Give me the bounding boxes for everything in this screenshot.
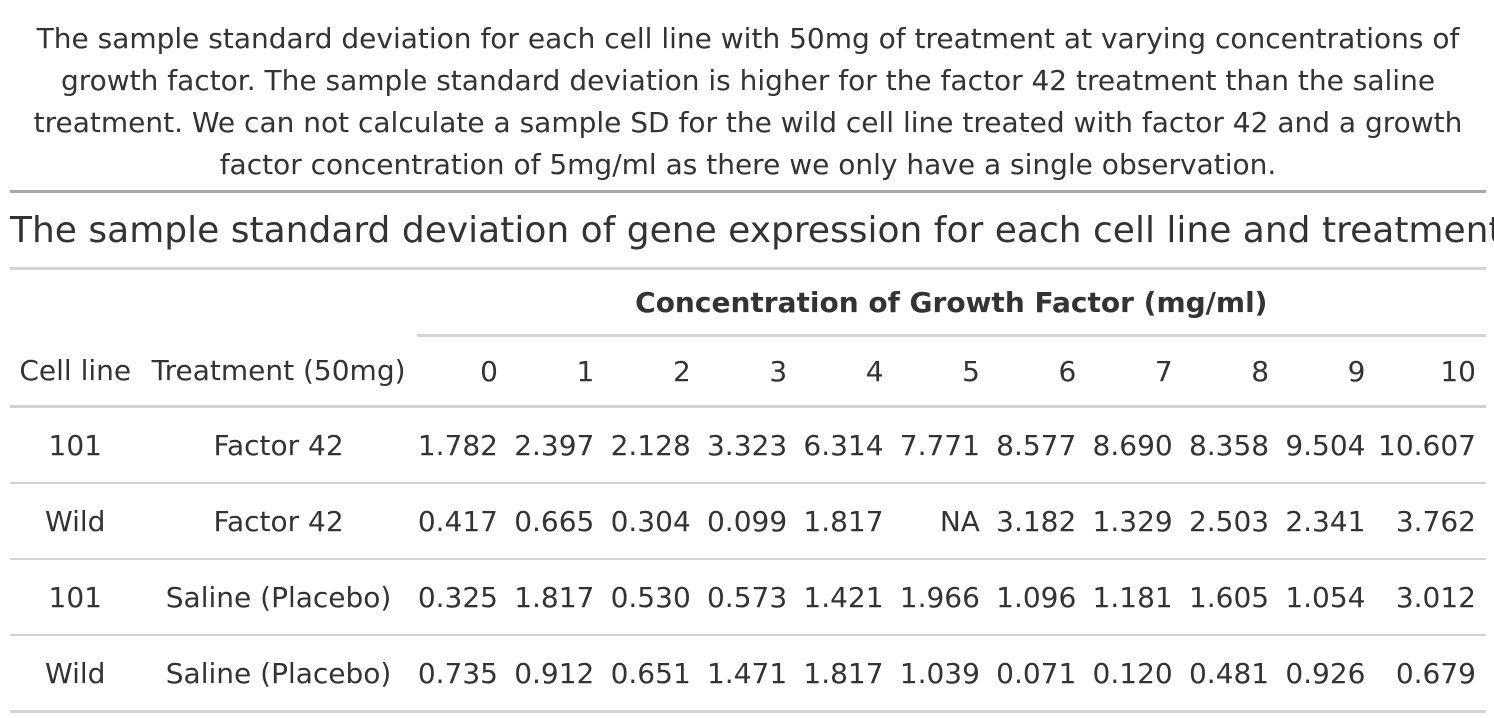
sd-value-cell: 0.665	[507, 482, 605, 559]
sd-value-cell: 0.651	[604, 634, 701, 712]
sd-value-cell: 1.782	[417, 428, 498, 462]
sd-value-cell: 1.054	[1279, 558, 1376, 635]
sd-value-cell: 1.817	[797, 482, 894, 559]
sd-value-cell: 1.181	[1086, 558, 1183, 635]
sd-value-cell: 1.421	[797, 558, 894, 635]
treatment-cell: Saline (Placebo)	[140, 634, 417, 712]
column-spanner-label: Concentration of Growth Factor (mg/ml)	[635, 285, 1268, 319]
column-header-conc: 8	[1182, 335, 1280, 408]
column-header-conc: 10	[1375, 335, 1486, 408]
sd-value-cell: 0.099	[700, 482, 798, 559]
table-body: 101 Factor 42 1.782 2.397 2.128 3.323 6.314 7.7…	[10, 407, 1486, 712]
sd-value-cell: 0.325	[416, 558, 508, 635]
sd-value-cell: 2.503	[1182, 482, 1280, 559]
sd-value-cell: 7.771	[899, 428, 980, 462]
column-header-conc: 6	[989, 335, 1087, 408]
table-row: Wild Factor 42 0.417 0.665 0.304 0.099 1.817 NA…	[10, 482, 1486, 559]
sd-value-cell: 1.605	[1182, 558, 1280, 635]
cell-line-cell: 101	[48, 428, 102, 462]
sd-value-cell: 1.966	[893, 558, 990, 635]
column-spanner: Concentration of Growth Factor (mg/ml)	[416, 268, 1486, 337]
treatment-cell: Factor 42	[213, 428, 344, 462]
sd-value-cell: 2.341	[1279, 482, 1376, 559]
sd-value-cell: 2.397	[514, 428, 595, 462]
sd-value-cell: 1.039	[893, 634, 990, 712]
column-header-cell-line: Cell line	[10, 335, 141, 408]
sd-value-cell: 0.679	[1375, 634, 1486, 712]
column-header-conc: 1	[507, 335, 605, 408]
table-row: Wild Saline (Placebo) 0.735 0.912 0.651 1.471…	[10, 634, 1486, 712]
sd-value-cell: 0.304	[604, 482, 701, 559]
sd-value-cell: 8.577	[996, 428, 1077, 462]
cell-line-cell: 101	[10, 558, 141, 635]
sd-value-cell: 0.530	[604, 558, 701, 635]
sd-value-cell: 0.912	[507, 634, 605, 712]
sd-value-cell: NA	[893, 482, 990, 559]
cell-line-cell: Wild	[10, 634, 141, 712]
sd-value-cell: 9.504	[1285, 428, 1366, 462]
sd-value-cell: 3.182	[989, 482, 1087, 559]
sd-value-cell: 0.735	[416, 634, 508, 712]
cell-line-cell: Wild	[10, 482, 141, 559]
sd-value-cell: 1.096	[989, 558, 1087, 635]
sd-table: The sample standard deviation of gene ex…	[10, 190, 1494, 713]
sd-value-cell: 1.817	[797, 634, 894, 712]
column-header-conc: 4	[797, 335, 894, 408]
sd-value-cell: 0.071	[989, 634, 1087, 712]
sd-value-cell: 1.471	[700, 634, 798, 712]
sd-value-cell: 6.314	[803, 428, 884, 462]
sd-value-cell: 0.417	[416, 482, 508, 559]
sd-value-cell: 1.817	[507, 558, 605, 635]
spanner-spacer	[10, 269, 417, 336]
table-row: 101 Saline (Placebo) 0.325 1.817 0.530 0.573 1…	[10, 558, 1486, 635]
treatment-cell: Factor 42	[140, 482, 417, 559]
sd-value-cell: 10.607	[1378, 428, 1476, 462]
sd-value-cell: 0.481	[1182, 634, 1280, 712]
sd-value-cell: 0.573	[700, 558, 798, 635]
column-header-conc: 2	[604, 335, 701, 408]
treatment-cell: Saline (Placebo)	[140, 558, 417, 635]
table-title: The sample standard deviation of gene ex…	[10, 191, 1494, 270]
column-header-treatment: Treatment (50mg)	[140, 335, 417, 408]
sd-value-cell: 1.329	[1086, 482, 1183, 559]
table-caption: The sample standard deviation for each c…	[33, 22, 1463, 181]
table-row: 101 Factor 42 1.782 2.397 2.128 3.323 6.314 7.7…	[10, 407, 1486, 484]
column-header-conc: 3	[700, 335, 798, 408]
sd-value-cell: 3.012	[1375, 558, 1486, 635]
sd-value-cell: 3.323	[706, 428, 788, 462]
sd-value-cell: 0.926	[1279, 634, 1376, 712]
sd-value-cell: 0.120	[1086, 634, 1183, 712]
column-header-conc: 7	[1086, 335, 1183, 408]
sd-value-cell: 3.762	[1375, 482, 1486, 559]
sd-value-cell: 8.690	[1092, 428, 1173, 462]
column-header-conc: 9	[1279, 335, 1376, 408]
column-header-conc: 5	[893, 335, 990, 408]
sd-value-cell: 2.128	[610, 428, 691, 462]
column-header-conc: 0	[416, 335, 508, 408]
sd-value-cell: 8.358	[1188, 428, 1270, 462]
